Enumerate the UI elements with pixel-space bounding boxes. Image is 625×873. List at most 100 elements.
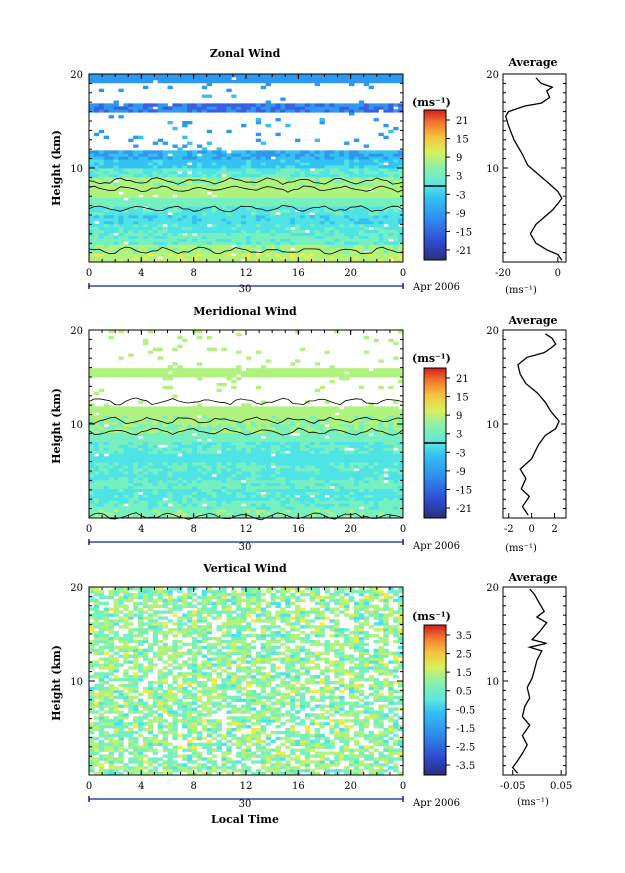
heatmap-cell — [226, 76, 232, 81]
heatmap-cell — [147, 170, 154, 175]
heatmap-cell — [113, 471, 119, 475]
heatmap-cell — [339, 438, 345, 443]
heatmap-cell — [108, 250, 114, 254]
heatmap-cell — [201, 153, 208, 157]
heatmap-cell — [123, 156, 129, 160]
heatmap-cell — [236, 509, 242, 513]
heatmap-cell — [128, 459, 134, 463]
heatmap-cell — [339, 238, 345, 242]
heatmap-cell — [383, 244, 389, 248]
heatmap-cell — [206, 494, 213, 498]
heatmap-cell — [260, 168, 267, 172]
heatmap-cell — [182, 223, 188, 228]
heatmap-cell — [368, 247, 374, 251]
heatmap-cell — [152, 441, 159, 445]
heatmap-cell — [358, 476, 365, 481]
heatmap-cell — [162, 162, 168, 166]
heatmap-cell — [187, 229, 193, 234]
heatmap-cell — [177, 485, 183, 490]
heatmap-cell — [147, 456, 154, 460]
heatmap-cell — [304, 500, 311, 504]
heatmap-cell — [93, 503, 100, 507]
heatmap-cell — [113, 188, 119, 192]
heatmap-cell — [167, 173, 173, 178]
heatmap-cell — [388, 79, 394, 84]
heatmap-cell — [275, 462, 281, 466]
heatmap-cell — [113, 103, 119, 107]
heatmap-cell — [280, 488, 286, 492]
heatmap-cell — [201, 235, 208, 239]
heatmap-cell — [177, 220, 183, 225]
heatmap-cell — [378, 176, 384, 181]
heatmap-cell — [349, 259, 355, 263]
heatmap-cell — [172, 462, 178, 466]
heatmap-cell — [128, 220, 134, 225]
heatmap-cell — [226, 491, 232, 495]
heatmap-cell — [344, 429, 350, 434]
heatmap-cell — [167, 191, 173, 195]
heatmap-cell — [103, 247, 110, 251]
heatmap-cell — [246, 453, 252, 457]
heatmap-cell — [304, 209, 311, 213]
heatmap-cell — [285, 253, 291, 257]
heatmap-cell — [123, 200, 129, 204]
heatmap-cell — [182, 429, 188, 434]
heatmap-cell — [103, 488, 110, 492]
heatmap-cell — [216, 209, 222, 213]
heatmap-cell — [138, 212, 144, 216]
heatmap-cell — [319, 515, 325, 519]
heatmap-cell — [103, 471, 110, 475]
heatmap-cell — [167, 485, 173, 490]
heatmap-cell — [187, 226, 193, 231]
heatmap-cell — [216, 244, 222, 248]
heatmap-cell — [339, 220, 345, 225]
heatmap-cell — [241, 512, 247, 516]
heatmap-cell — [142, 194, 149, 198]
heatmap-cell — [324, 235, 330, 239]
heatmap-cell — [172, 456, 178, 460]
heatmap-cell — [309, 182, 316, 187]
heatmap-cell — [250, 197, 257, 201]
heatmap-cell — [201, 156, 208, 160]
heatmap-cell — [241, 123, 247, 128]
heatmap-cell — [182, 503, 188, 507]
heatmap-cell — [231, 479, 237, 484]
heatmap-cell — [393, 191, 399, 195]
heatmap-cell — [329, 226, 335, 231]
heatmap-cell — [123, 441, 129, 445]
heatmap-cell — [221, 212, 227, 216]
heatmap-cell — [383, 241, 389, 245]
heatmap-cell — [260, 432, 267, 437]
heatmap-cell — [128, 506, 134, 510]
heatmap-cell — [270, 209, 276, 213]
heatmap-cell — [255, 488, 262, 492]
heatmap-cell — [89, 256, 95, 260]
heatmap-cell — [388, 76, 394, 81]
heatmap-cell — [236, 182, 242, 187]
heatmap-cell — [147, 471, 154, 475]
heatmap-cell — [162, 432, 168, 437]
heatmap-cell — [138, 515, 144, 519]
heatmap-cell — [182, 215, 188, 219]
heatmap-cell — [250, 170, 257, 175]
heatmap-cell — [383, 179, 389, 184]
heatmap-cell — [378, 232, 384, 236]
heatmap-cell — [123, 512, 129, 516]
heatmap-cell — [265, 150, 271, 154]
heatmap-cell — [363, 247, 370, 251]
heatmap-cell — [221, 247, 227, 251]
heatmap-cell — [89, 244, 95, 248]
y-tick-label: 10 — [70, 164, 83, 175]
heatmap-cell — [260, 74, 267, 78]
heatmap-cell — [285, 468, 291, 472]
heatmap-cell — [270, 165, 276, 169]
heatmap-cell — [309, 459, 316, 463]
heatmap-cell — [187, 220, 193, 225]
heatmap-cell — [108, 438, 114, 443]
heatmap-cell — [344, 494, 350, 498]
heatmap-cell — [157, 465, 163, 469]
heatmap-cell — [103, 212, 110, 216]
heatmap-cell — [157, 162, 163, 166]
heatmap-cell — [192, 182, 198, 187]
heatmap-cell — [275, 435, 281, 440]
